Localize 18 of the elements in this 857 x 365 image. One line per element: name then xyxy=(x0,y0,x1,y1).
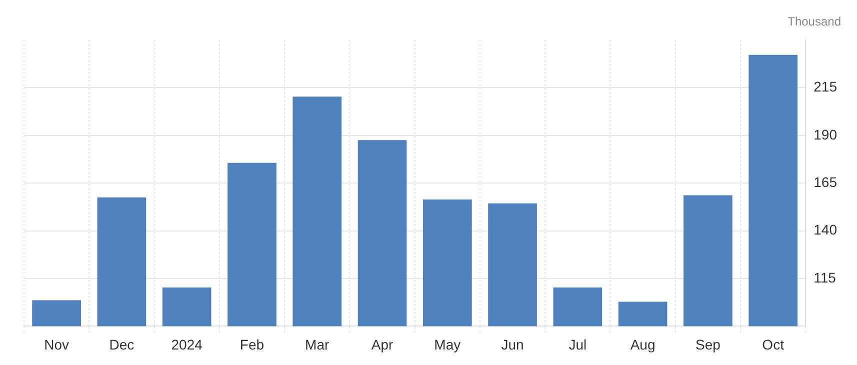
x-tick-label: May xyxy=(434,336,461,352)
x-tick-label: Jul xyxy=(568,336,587,352)
y-axis-title: Thousand xyxy=(788,14,841,28)
x-tick-label: 2024 xyxy=(171,336,203,352)
x-tick-label: Aug xyxy=(630,336,656,352)
y-tick-label: 215 xyxy=(814,78,838,95)
y-tick-label: 190 xyxy=(814,126,838,142)
x-tick-label: Nov xyxy=(44,336,70,352)
x-tick-label: Jun xyxy=(501,336,524,352)
x-tick-label: Apr xyxy=(371,336,394,352)
x-tick-label: Oct xyxy=(762,336,784,352)
x-tick-label: Dec xyxy=(109,336,134,352)
x-tick-label: Feb xyxy=(240,336,264,352)
y-tick-label: 140 xyxy=(814,222,838,238)
y-tick-label: 115 xyxy=(814,269,836,286)
x-tick-label: Mar xyxy=(305,336,330,352)
y-tick-label: 165 xyxy=(814,174,838,190)
x-tick-label: Sep xyxy=(695,336,721,352)
